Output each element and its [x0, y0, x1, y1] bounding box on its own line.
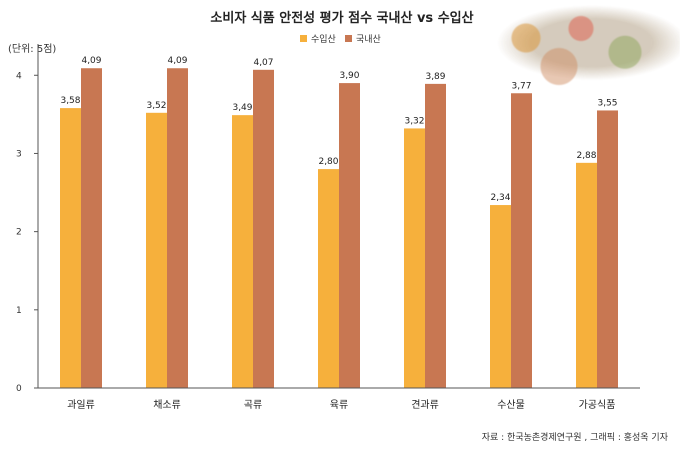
data-label: 3,58: [60, 96, 80, 106]
bar-domestic-6: [597, 110, 618, 389]
data-label: 2,34: [490, 193, 510, 203]
bar-imported-0: [60, 108, 81, 388]
bar-imported-5: [490, 205, 511, 388]
legend-label-0: 수입산: [311, 33, 336, 45]
y-tick-label: 0: [16, 384, 22, 394]
bar-imported-4: [404, 128, 425, 388]
y-tick-label: 4: [16, 71, 22, 81]
legend: 수입산 국내산: [300, 33, 381, 45]
data-label: 3,49: [232, 103, 252, 113]
x-tick-label: 채소류: [153, 399, 181, 411]
bar-imported-1: [146, 112, 167, 389]
x-tick-label: 수산물: [497, 399, 525, 411]
data-label: 3,89: [425, 72, 445, 82]
chart-title: 소비자 식품 안전성 평가 점수 국내산 vs 수입산: [210, 10, 473, 26]
data-label: 2,80: [318, 157, 338, 167]
y-axis: 0 1 2 3 4: [16, 44, 39, 394]
legend-label-1: 국내산: [356, 34, 381, 45]
bars-group: 3,58 4,09 3,52 4,09 3,49 4,07 2,80 3,90 3,32 3,89…: [60, 56, 618, 389]
food-photo-image: [460, 0, 680, 95]
bar-imported-6: [576, 162, 597, 388]
data-label: 2,88: [576, 151, 596, 161]
data-label: 4,09: [167, 56, 187, 66]
bar-domestic-2: [253, 69, 274, 389]
data-label: 3,55: [597, 98, 617, 108]
bar-domestic-4: [425, 83, 446, 388]
legend-swatch-1: [345, 35, 352, 42]
bar-domestic-3: [339, 83, 360, 388]
bar-imported-3: [318, 169, 339, 388]
x-tick-label: 가공식품: [579, 399, 616, 411]
data-label: 3,32: [404, 116, 424, 126]
x-tick-label: 육류: [330, 399, 348, 411]
legend-swatch-0: [300, 35, 307, 42]
bar-imported-2: [232, 115, 253, 389]
data-label: 4,09: [81, 56, 101, 66]
data-label: 3,77: [511, 81, 531, 91]
data-label: 3,52: [146, 101, 166, 111]
y-tick-label: 1: [16, 306, 22, 316]
x-tick-label: 견과류: [411, 399, 439, 411]
unit-label: (단위: 5점): [8, 42, 56, 55]
data-label: 3,90: [339, 71, 359, 81]
y-tick-label: 2: [16, 228, 22, 238]
bar-domestic-0: [81, 68, 102, 389]
source-note: 자료 : 한국농촌경제연구원 , 그래픽 : 홍성옥 기자: [482, 431, 669, 443]
x-tick-label: 과일류: [67, 399, 95, 411]
x-axis: 과일류 채소류 곡류 육류 견과류 수산물 가공식품: [38, 387, 640, 411]
data-label: 4,07: [253, 58, 273, 68]
x-tick-label: 곡류: [244, 399, 262, 411]
bar-domestic-5: [511, 93, 532, 388]
bar-domestic-1: [167, 68, 188, 389]
y-tick-label: 3: [16, 149, 22, 159]
